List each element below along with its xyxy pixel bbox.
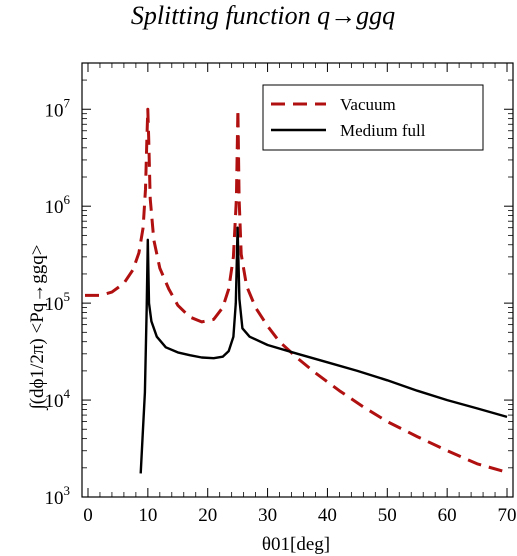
y-axis-label: ∫(dϕ1/2π) <Pq→ggq> bbox=[27, 245, 49, 411]
y-tick-label: 103 bbox=[45, 483, 71, 509]
y-tick-label: 106 bbox=[45, 192, 71, 218]
plot-frame bbox=[81, 62, 514, 498]
x-tick-label: 50 bbox=[378, 505, 397, 526]
y-axis-label-text: ∫(dϕ1/2π) <Pq→ggq> bbox=[27, 245, 49, 411]
tick-labels: 0 10 20 30 40 50 60 70 103 104 105 106 107 bbox=[45, 95, 517, 526]
y-tick-label: 105 bbox=[45, 289, 71, 315]
x-tick-label: 70 bbox=[498, 505, 517, 526]
series-line-vacuum bbox=[85, 107, 508, 474]
x-tick-label: 0 bbox=[83, 505, 93, 526]
legend[interactable]: Vacuum Medium full bbox=[262, 84, 484, 151]
x-tick-label: 20 bbox=[198, 505, 217, 526]
legend-label-vacuum: Vacuum bbox=[340, 95, 396, 114]
y-tick-label: 104 bbox=[45, 386, 71, 412]
y-tick-label: 107 bbox=[45, 95, 71, 121]
chart-title: Splitting function q→ggq bbox=[131, 1, 395, 30]
x-tick-label: 40 bbox=[318, 505, 337, 526]
x-tick-label: 60 bbox=[438, 505, 457, 526]
legend-box bbox=[262, 84, 484, 151]
legend-label-medium-full: Medium full bbox=[340, 121, 426, 140]
series-layer bbox=[85, 107, 508, 474]
x-tick-label: 10 bbox=[138, 505, 157, 526]
x-axis-label: θ01[deg] bbox=[262, 534, 330, 555]
x-tick-label: 30 bbox=[258, 505, 277, 526]
series-line-medium-full bbox=[139, 226, 508, 474]
